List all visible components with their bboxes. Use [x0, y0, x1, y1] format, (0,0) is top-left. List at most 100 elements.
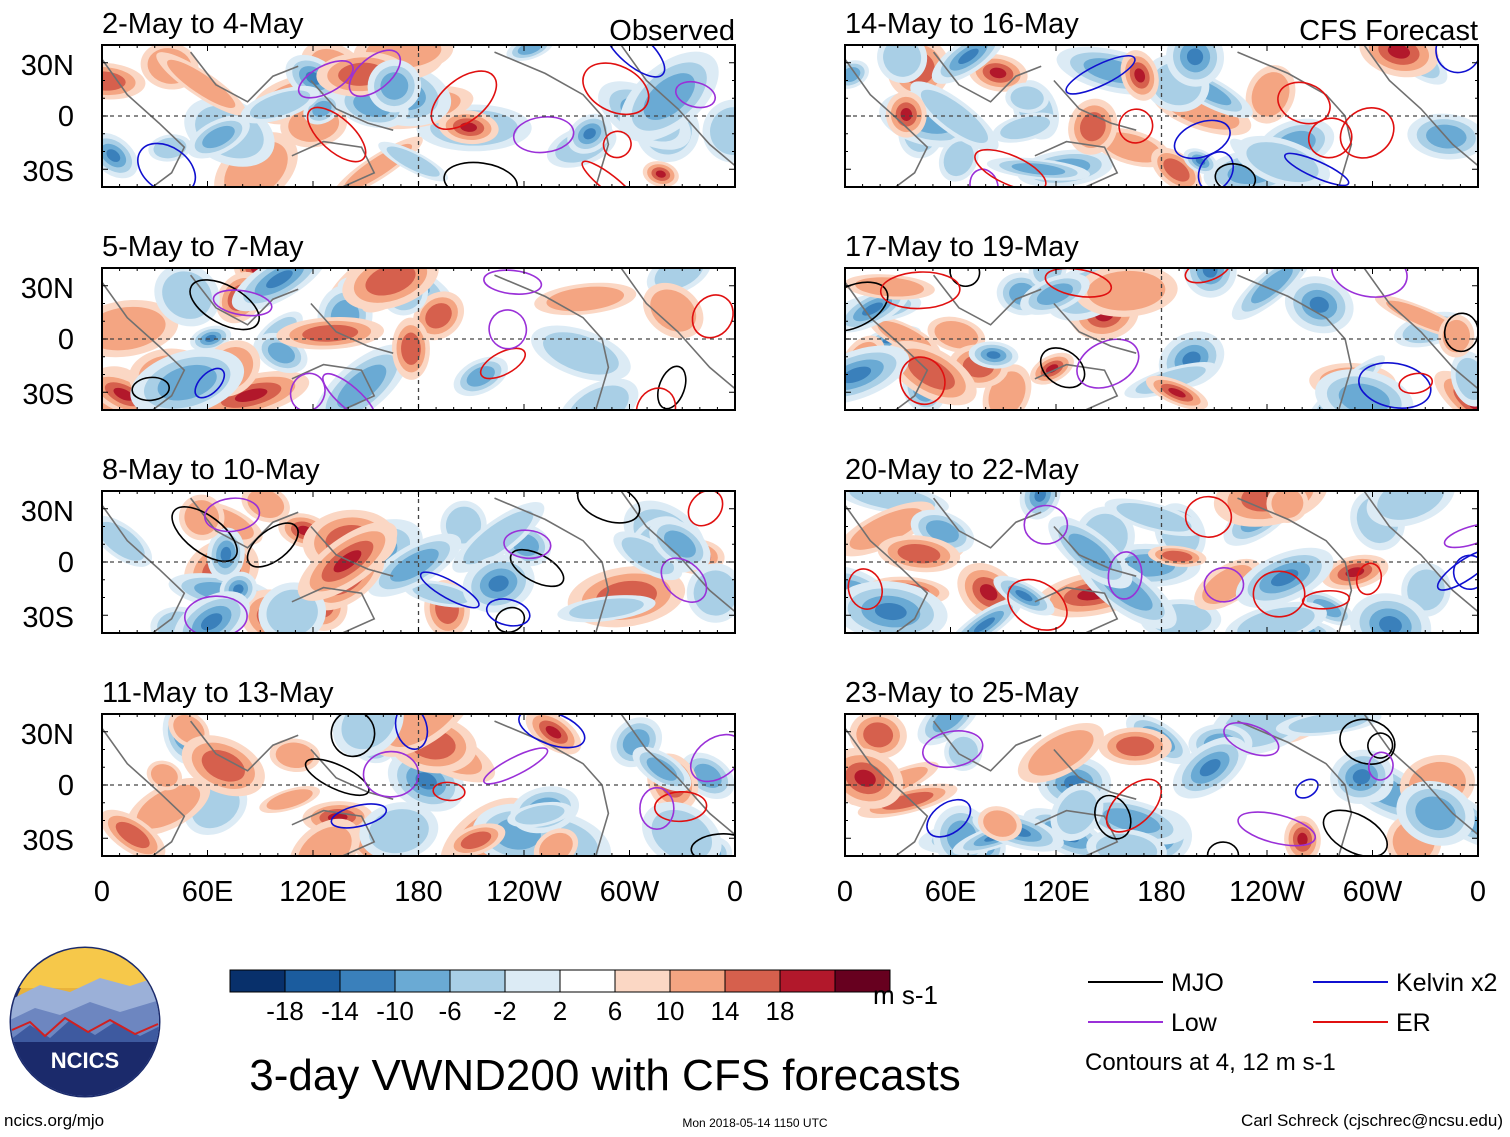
wave-contour: [171, 506, 238, 563]
anomaly-field: [845, 491, 1455, 633]
coastline: [932, 51, 1042, 103]
wave-contour: [1105, 778, 1162, 833]
wave-contour: [845, 281, 889, 332]
colorbar-label: 18: [766, 996, 795, 1026]
coastline: [845, 58, 929, 187]
anomaly-level: [854, 769, 876, 787]
positive-anomaly: [857, 783, 958, 819]
panel-1: 2-May to 4-May Observed 30N 0 30S: [21, 8, 736, 188]
wave-contour: [394, 714, 429, 750]
colorbar-swatch: [449, 969, 506, 993]
anomaly-level: [1288, 714, 1369, 733]
anomaly-level: [153, 137, 187, 159]
coastline: [1237, 274, 1353, 410]
positive-anomaly: [446, 823, 506, 856]
positive-anomaly: [525, 714, 582, 755]
y-tick-label: 30S: [22, 156, 74, 188]
anomaly-level: [1442, 319, 1471, 353]
panel-5: 14-May to 16-May CFS Forecast: [844, 8, 1479, 188]
coastline: [932, 720, 1042, 772]
negative-anomaly: [231, 268, 328, 312]
anomaly-level: [297, 826, 352, 856]
wave-contour: [1435, 45, 1478, 74]
negative-anomaly: [1224, 601, 1327, 633]
panel-date-label: 8-May to 10-May: [102, 454, 320, 486]
anomaly-level: [943, 141, 974, 177]
negative-anomaly: [642, 801, 722, 856]
anomaly-level: [948, 736, 978, 767]
wave-contour: [1065, 55, 1136, 95]
panel-date-label: 5-May to 7-May: [102, 231, 304, 263]
wave-contour: [1277, 81, 1331, 125]
wave-contour: [512, 116, 575, 154]
colorbar-label: -2: [493, 996, 516, 1026]
coastline: [1034, 363, 1119, 410]
wave-contour: [1367, 732, 1394, 759]
anomaly-level: [543, 332, 619, 375]
anomaly-level: [201, 749, 245, 782]
anomaly-field: [845, 714, 1478, 856]
wave-contour: [1094, 794, 1132, 840]
anomaly-level: [233, 584, 244, 595]
positive-anomaly: [297, 521, 398, 601]
wave-contour: [1358, 362, 1432, 409]
negative-anomaly: [1349, 593, 1432, 633]
anomaly-level: [1000, 116, 1051, 140]
anomaly-level: [1079, 112, 1106, 142]
anomaly-level: [1011, 163, 1066, 176]
anomaly-level: [925, 520, 959, 543]
anomaly-level: [845, 366, 872, 384]
anomaly-level: [983, 810, 1017, 837]
anomaly-level: [849, 508, 924, 550]
wave-contour: [653, 790, 708, 823]
coastline: [494, 497, 610, 633]
wave-contour: [1118, 108, 1154, 144]
negative-anomaly: [917, 714, 981, 746]
negative-anomaly: [968, 341, 1019, 369]
anomaly-level: [150, 764, 178, 787]
wave-contour: [1184, 268, 1231, 284]
panel-8: 23-May to 25-May 0 60E 120E 180 120W 60W 0: [837, 677, 1486, 908]
wave-contour: [687, 491, 724, 527]
anomaly-level: [425, 303, 452, 329]
wave-contour: [485, 598, 531, 627]
wave-contour: [348, 49, 402, 98]
positive-anomaly: [1266, 491, 1309, 523]
y-tick-label: 30S: [22, 825, 74, 857]
x-tick-label: 60E: [182, 876, 234, 908]
positive-anomaly: [126, 777, 211, 836]
anomaly-level: [646, 757, 678, 781]
negative-anomaly: [993, 575, 1055, 616]
anomaly-field: [102, 268, 712, 410]
coastline: [620, 714, 735, 836]
anomaly-level: [380, 72, 409, 100]
positive-anomaly: [391, 317, 430, 380]
positive-anomaly: [269, 738, 321, 773]
y-tick-label: 0: [58, 324, 74, 356]
positive-anomaly: [1438, 314, 1475, 358]
anomaly-level: [312, 100, 332, 117]
anomaly-level: [932, 714, 966, 733]
logo-text: NCICS: [51, 1048, 119, 1073]
legend-label: ER: [1396, 1009, 1431, 1037]
positive-anomaly: [1284, 815, 1321, 856]
anomaly-level: [958, 48, 979, 65]
wave-contour: [690, 833, 735, 856]
coastline: [102, 727, 186, 856]
anomaly-level: [651, 809, 713, 856]
anomaly-level: [883, 45, 922, 77]
anomaly-level: [466, 366, 495, 387]
coastline: [1237, 51, 1353, 187]
negative-anomaly: [1019, 491, 1061, 520]
anomaly-level: [460, 831, 492, 849]
anomaly-level: [655, 170, 666, 178]
legend-item: MJO: [1088, 969, 1224, 997]
legend-label: MJO: [1171, 969, 1224, 997]
coastline: [189, 497, 299, 549]
wave-contour: [432, 781, 466, 802]
wave-contour: [847, 568, 883, 610]
negative-anomaly: [332, 714, 404, 758]
footer-url[interactable]: ncics.org/mjo: [4, 1111, 104, 1130]
anomaly-level: [365, 268, 416, 296]
wave-contour: [899, 356, 946, 406]
